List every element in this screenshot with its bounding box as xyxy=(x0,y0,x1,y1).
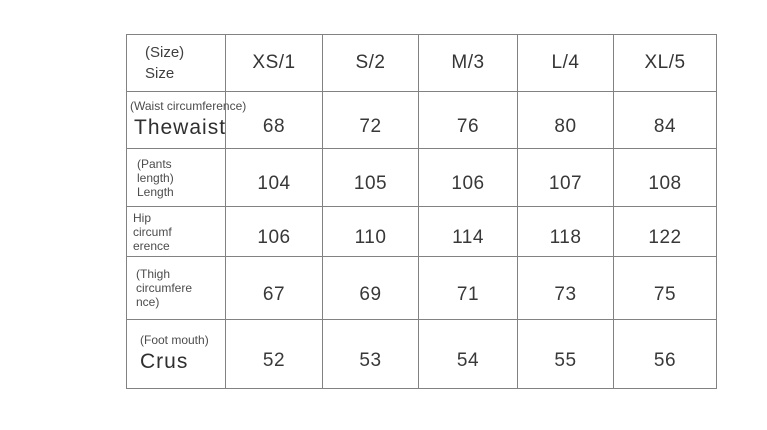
value-cell: 76 xyxy=(418,91,518,149)
crus-translation-label: (Foot mouth) xyxy=(140,333,209,347)
waist-label: Thewaist xyxy=(134,116,227,139)
hip-label-line3: erence xyxy=(133,238,170,253)
value-cell: 80 xyxy=(517,91,614,149)
size-header-label-cell: (Size) Size xyxy=(126,34,226,92)
table-row-hip: Hip circumf erence 106 110 114 118 122 xyxy=(126,206,717,257)
column-header-m3: M/3 xyxy=(418,34,518,92)
value-cell: 104 xyxy=(225,148,323,207)
column-header-s2: S/2 xyxy=(322,34,419,92)
size-header-line1: (Size) xyxy=(145,44,185,61)
waist-translation-label: (Waist circumference) xyxy=(130,99,247,113)
value-cell: 68 xyxy=(225,91,323,149)
length-label-line1: (Pants xyxy=(137,156,172,171)
size-header-label: (Size) Size xyxy=(127,42,225,84)
length-label-line2: length) xyxy=(137,170,174,185)
size-header-line2: Size xyxy=(145,65,175,82)
value-cell: 110 xyxy=(322,206,419,257)
value-cell: 106 xyxy=(418,148,518,207)
value-cell: 54 xyxy=(418,319,518,389)
column-header-xs1: XS/1 xyxy=(225,34,323,92)
value-cell: 67 xyxy=(225,256,323,320)
row-label-thigh: (Thigh circumfere nce) xyxy=(126,256,226,320)
value-cell: 69 xyxy=(322,256,419,320)
table-row-waist: (Waist circumference) Thewaist 68 72 76 … xyxy=(126,91,717,149)
hip-label-line2: circumf xyxy=(133,224,172,239)
value-cell: 52 xyxy=(225,319,323,389)
value-cell: 73 xyxy=(517,256,614,320)
value-cell: 72 xyxy=(322,91,419,149)
value-cell: 56 xyxy=(613,319,717,389)
value-cell: 105 xyxy=(322,148,419,207)
value-cell: 122 xyxy=(613,206,717,257)
value-cell: 75 xyxy=(613,256,717,320)
value-cell: 107 xyxy=(517,148,614,207)
crus-label: Crus xyxy=(140,350,189,373)
value-cell: 114 xyxy=(418,206,518,257)
column-header-l4: L/4 xyxy=(517,34,614,92)
table-row-length: (Pants length) Length 104 105 106 107 10… xyxy=(126,148,717,207)
thigh-label-line1: (Thigh xyxy=(136,267,171,281)
row-label-crus: (Foot mouth) Crus xyxy=(126,319,226,389)
size-chart-table: (Size) Size XS/1 S/2 M/3 L/4 XL/5 (Waist… xyxy=(126,34,717,389)
thigh-label-line3: nce) xyxy=(136,295,160,309)
value-cell: 106 xyxy=(225,206,323,257)
table-row-thigh: (Thigh circumfere nce) 67 69 71 73 75 xyxy=(126,256,717,320)
table-header-row: (Size) Size XS/1 S/2 M/3 L/4 XL/5 xyxy=(126,34,717,92)
value-cell: 108 xyxy=(613,148,717,207)
row-label-waist: (Waist circumference) Thewaist xyxy=(126,91,247,149)
value-cell: 55 xyxy=(517,319,614,389)
value-cell: 71 xyxy=(418,256,518,320)
row-label-hip: Hip circumf erence xyxy=(126,206,226,257)
value-cell: 53 xyxy=(322,319,419,389)
value-cell: 118 xyxy=(517,206,614,257)
length-label-line3: Length xyxy=(137,184,174,199)
value-cell: 84 xyxy=(613,91,717,149)
hip-label-line1: Hip xyxy=(133,210,152,225)
row-label-length: (Pants length) Length xyxy=(126,148,226,207)
column-header-xl5: XL/5 xyxy=(613,34,717,92)
thigh-label-line2: circumfere xyxy=(136,281,193,295)
table-row-crus: (Foot mouth) Crus 52 53 54 55 56 xyxy=(126,319,717,389)
